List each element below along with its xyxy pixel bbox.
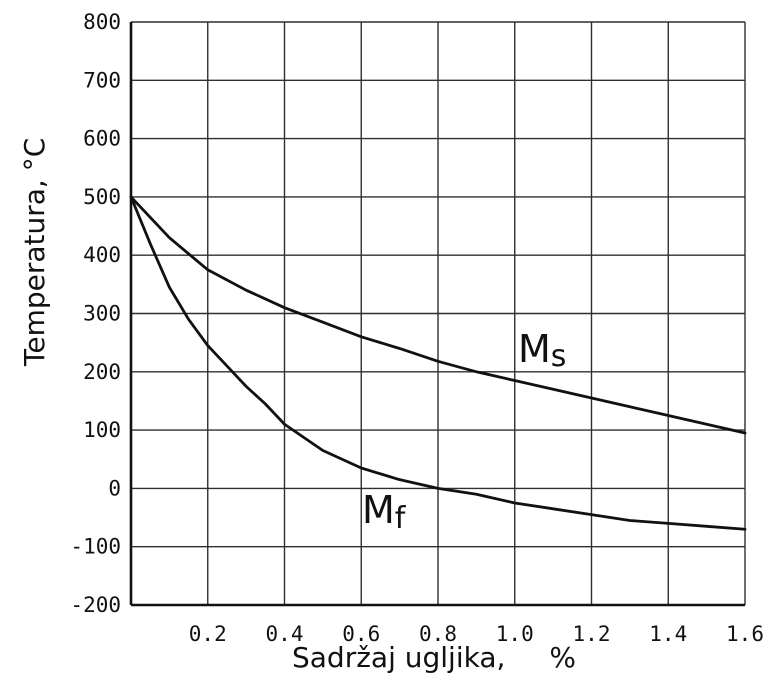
- y-tick-label-2: 0: [108, 476, 121, 500]
- y-tick-label-9: 700: [83, 68, 121, 92]
- x-tick-label-4: 1.0: [496, 622, 534, 646]
- y-tick-label-10: 800: [83, 10, 121, 34]
- x-axis-title-main: Sadržaj ugljika,: [292, 641, 505, 674]
- y-tick-label-4: 200: [83, 360, 121, 384]
- x-tick-label-0: 0.2: [189, 622, 227, 646]
- x-tick-label-3: 0.8: [419, 622, 457, 646]
- grid-layer: [131, 21, 746, 606]
- series-layer: [129, 195, 747, 531]
- y-tick-label-1: -100: [70, 535, 121, 559]
- y-tick-label-0: -200: [70, 593, 121, 617]
- y-tick-label-6: 400: [83, 243, 121, 267]
- x-axis-title-unit: %: [549, 641, 576, 674]
- series-label-mf-main: M: [362, 488, 395, 532]
- x-tick-label-1: 0.4: [266, 622, 304, 646]
- series-label-ms: Ms: [518, 327, 566, 374]
- y-tick-label-3: 100: [83, 418, 121, 442]
- series-label-ms-sub: s: [551, 339, 567, 374]
- x-tick-label-2: 0.6: [342, 622, 380, 646]
- x-tick-label-6: 1.4: [649, 622, 687, 646]
- x-tick-label-5: 1.2: [573, 622, 611, 646]
- series-label-ms-main: M: [518, 327, 551, 371]
- y-axis-title: Temperatura, °C: [18, 138, 51, 367]
- axes-layer: [129, 22, 745, 607]
- y-tick-label-8: 600: [83, 127, 121, 151]
- x-tick-label-7: 1.6: [726, 622, 764, 646]
- y-axis-title-unit: °C: [18, 138, 51, 172]
- y-axis-title-main: Temperatura,: [18, 179, 51, 367]
- series-label-mf: Mf: [362, 488, 407, 536]
- series-line-ms: [129, 195, 747, 435]
- labels-layer: -200 -100 0 100 200 300 400 500 600 700 800 0.2 0.4 0…: [18, 10, 764, 674]
- x-axis-title: Sadržaj ugljika,%: [292, 641, 576, 674]
- y-tick-label-5: 300: [83, 302, 121, 326]
- y-tick-label-7: 500: [83, 185, 121, 209]
- series-line-mf: [129, 195, 747, 531]
- series-label-mf-sub: f: [395, 501, 407, 536]
